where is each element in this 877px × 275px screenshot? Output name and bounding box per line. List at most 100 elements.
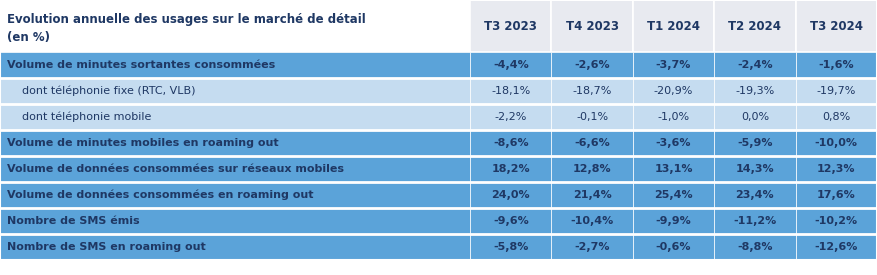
- Bar: [470, 130, 552, 156]
- Text: -12,6%: -12,6%: [815, 242, 858, 252]
- Text: -2,2%: -2,2%: [495, 112, 527, 122]
- Text: dont téléphonie mobile: dont téléphonie mobile: [22, 112, 152, 122]
- Bar: [552, 234, 633, 260]
- Bar: [552, 156, 633, 182]
- Bar: [714, 104, 795, 130]
- Bar: [0, 208, 470, 234]
- Bar: [795, 0, 877, 52]
- Text: -2,7%: -2,7%: [574, 242, 610, 252]
- Text: -18,1%: -18,1%: [491, 86, 531, 96]
- Bar: [470, 78, 552, 104]
- Bar: [633, 234, 714, 260]
- Bar: [470, 234, 552, 260]
- Text: 12,3%: 12,3%: [817, 164, 856, 174]
- Bar: [552, 104, 633, 130]
- Bar: [633, 156, 714, 182]
- Bar: [552, 52, 633, 78]
- Bar: [470, 104, 552, 130]
- Text: -11,2%: -11,2%: [733, 216, 776, 226]
- Text: -8,6%: -8,6%: [493, 138, 529, 148]
- Bar: [470, 182, 552, 208]
- Bar: [0, 130, 470, 156]
- Bar: [795, 52, 877, 78]
- Text: 0,8%: 0,8%: [822, 112, 851, 122]
- Text: -2,6%: -2,6%: [574, 60, 610, 70]
- Text: -9,9%: -9,9%: [656, 216, 691, 226]
- Text: -18,7%: -18,7%: [573, 86, 612, 96]
- Text: -1,0%: -1,0%: [658, 112, 689, 122]
- Text: -9,6%: -9,6%: [493, 216, 529, 226]
- Text: 17,6%: 17,6%: [817, 190, 856, 200]
- Bar: [633, 104, 714, 130]
- Bar: [0, 52, 470, 78]
- Bar: [552, 208, 633, 234]
- Bar: [552, 78, 633, 104]
- Text: T3 2023: T3 2023: [484, 20, 538, 32]
- Text: -5,9%: -5,9%: [738, 138, 773, 148]
- Bar: [552, 130, 633, 156]
- Bar: [552, 0, 633, 52]
- Bar: [714, 182, 795, 208]
- Bar: [633, 52, 714, 78]
- Text: -0,6%: -0,6%: [656, 242, 691, 252]
- Text: Volume de données consommées en roaming out: Volume de données consommées en roaming …: [7, 190, 313, 200]
- Bar: [714, 156, 795, 182]
- Bar: [0, 182, 470, 208]
- Text: 18,2%: 18,2%: [491, 164, 530, 174]
- Text: T1 2024: T1 2024: [647, 20, 700, 32]
- Bar: [633, 208, 714, 234]
- Text: Volume de minutes sortantes consommées: Volume de minutes sortantes consommées: [7, 60, 275, 70]
- Text: -1,6%: -1,6%: [818, 60, 854, 70]
- Bar: [714, 130, 795, 156]
- Text: 21,4%: 21,4%: [573, 190, 611, 200]
- Text: 14,3%: 14,3%: [736, 164, 774, 174]
- Text: -19,3%: -19,3%: [735, 86, 774, 96]
- Text: Nombre de SMS émis: Nombre de SMS émis: [7, 216, 139, 226]
- Bar: [714, 208, 795, 234]
- Text: -3,6%: -3,6%: [656, 138, 691, 148]
- Bar: [795, 104, 877, 130]
- Bar: [795, 208, 877, 234]
- Text: -2,4%: -2,4%: [737, 60, 773, 70]
- Text: T2 2024: T2 2024: [729, 20, 781, 32]
- Text: T4 2023: T4 2023: [566, 20, 618, 32]
- Bar: [470, 208, 552, 234]
- Text: -10,0%: -10,0%: [815, 138, 858, 148]
- Bar: [795, 234, 877, 260]
- Text: -8,8%: -8,8%: [738, 242, 773, 252]
- Bar: [0, 78, 470, 104]
- Text: 24,0%: 24,0%: [491, 190, 530, 200]
- Bar: [470, 0, 552, 52]
- Bar: [0, 156, 470, 182]
- Text: 23,4%: 23,4%: [736, 190, 774, 200]
- Text: -6,6%: -6,6%: [574, 138, 610, 148]
- Text: -10,2%: -10,2%: [815, 216, 858, 226]
- Text: 25,4%: 25,4%: [654, 190, 693, 200]
- Bar: [633, 130, 714, 156]
- Text: 13,1%: 13,1%: [654, 164, 693, 174]
- Bar: [0, 234, 470, 260]
- Text: -3,7%: -3,7%: [656, 60, 691, 70]
- Bar: [633, 78, 714, 104]
- Text: dont téléphonie fixe (RTC, VLB): dont téléphonie fixe (RTC, VLB): [22, 86, 196, 96]
- Bar: [633, 182, 714, 208]
- Bar: [470, 156, 552, 182]
- Bar: [0, 104, 470, 130]
- Text: 0,0%: 0,0%: [741, 112, 769, 122]
- Bar: [795, 130, 877, 156]
- Text: -5,8%: -5,8%: [493, 242, 529, 252]
- Bar: [795, 78, 877, 104]
- Bar: [714, 52, 795, 78]
- Bar: [633, 0, 714, 52]
- Text: -4,4%: -4,4%: [493, 60, 529, 70]
- Text: (en %): (en %): [7, 31, 50, 44]
- Bar: [714, 234, 795, 260]
- Bar: [795, 182, 877, 208]
- Text: T3 2024: T3 2024: [809, 20, 863, 32]
- Text: Volume de minutes mobiles en roaming out: Volume de minutes mobiles en roaming out: [7, 138, 279, 148]
- Bar: [714, 0, 795, 52]
- Text: -0,1%: -0,1%: [576, 112, 609, 122]
- Text: Volume de données consommées sur réseaux mobiles: Volume de données consommées sur réseaux…: [7, 164, 344, 174]
- Text: -20,9%: -20,9%: [654, 86, 693, 96]
- Text: -19,7%: -19,7%: [816, 86, 856, 96]
